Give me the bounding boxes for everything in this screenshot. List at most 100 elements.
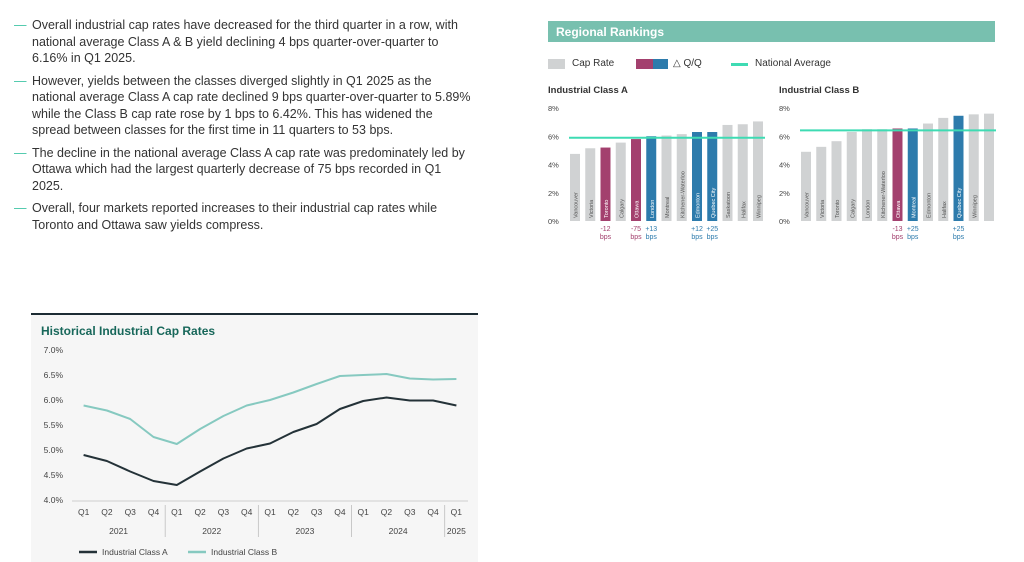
y-tick-label: 5.0%: [44, 445, 64, 455]
regional-rankings-header: Regional Rankings: [548, 21, 995, 42]
ranking-bar: [631, 139, 641, 221]
historical-line-chart: 4.0% 4.5% 5.0% 5.5% 6.0% 6.5% 7.0% Q1 Q2 Q3 Q4 Q1 Q2…: [44, 345, 468, 557]
x-tick-label: Q2: [381, 507, 393, 517]
bullet-dash: —: [14, 18, 27, 32]
qq-change-unit: bps: [953, 234, 965, 241]
bullet-item: — The decline in the national average Cl…: [14, 145, 474, 195]
y-tick-label: 8%: [779, 104, 790, 113]
qq-change-value: -12: [600, 226, 610, 233]
qq-change-value: +13: [645, 226, 657, 233]
ranking-bar: [923, 123, 933, 221]
bar-category-label: Halifax: [741, 201, 747, 218]
ranking-bar: [801, 151, 811, 221]
qq-increase-swatch: [653, 59, 668, 69]
y-tick-label: 6.0%: [44, 395, 64, 405]
ranking-bar: [831, 141, 842, 221]
qq-change-unit: bps: [691, 234, 703, 241]
y-tick-label: 4%: [779, 161, 790, 170]
year-label: 2021: [109, 526, 128, 536]
qq-decrease-swatch: [636, 59, 653, 69]
ranking-bar: [615, 142, 626, 221]
bar-category-label: Winnipeg: [972, 195, 978, 218]
qq-change-unit: bps: [646, 234, 658, 241]
qq-change-unit: bps: [907, 234, 919, 241]
commentary-list: — Overall industrial cap rates have decr…: [14, 17, 474, 239]
y-tick-label: 6%: [548, 132, 559, 141]
qq-change-value: -75: [631, 226, 641, 233]
x-tick-label: Q3: [311, 507, 323, 517]
bar-category-label: Montreal: [665, 197, 671, 218]
historical-chart-panel: Historical Industrial Cap Rates 4.0% 4.5%…: [31, 313, 478, 562]
qq-change-value: -13: [892, 226, 902, 233]
x-tick-label: Q4: [148, 507, 160, 517]
cap-rate-swatch: [548, 59, 565, 69]
bar-category-label: Vancouver: [574, 192, 580, 218]
ranking-bar: [737, 124, 748, 221]
bar-category-label: Vancouver: [805, 192, 811, 218]
y-tick-label: 6.5%: [44, 370, 64, 380]
bar-category-label: Calgary: [619, 199, 625, 218]
bar-category-label: Victoria: [589, 199, 595, 218]
x-tick-label: Q3: [125, 507, 137, 517]
class-b-ranking-chart: 0% 2% 4% 6% 8% Vancouver Victoria Toronto Calgar…: [779, 104, 996, 241]
bar-category-label: Saskatoon: [726, 192, 732, 218]
qq-change-unit: bps: [707, 234, 719, 241]
ranking-bar: [707, 132, 718, 221]
y-tick-label: 6%: [779, 132, 790, 141]
bar-category-label: Ottawa: [635, 200, 641, 218]
x-tick-label: Q3: [218, 507, 230, 517]
x-tick-label: Q1: [358, 507, 370, 517]
class-a-legend-label: Industrial Class A: [102, 547, 168, 557]
y-tick-label: 8%: [548, 104, 559, 113]
x-tick-label: Q2: [194, 507, 206, 517]
historical-chart-title: Historical Industrial Cap Rates: [41, 324, 216, 338]
x-tick-label: Q3: [404, 507, 416, 517]
class-a-ranking-chart: 0%2%4%6%8%Vancouver Victoria Toronto-12bps…: [548, 104, 765, 241]
ranking-bar: [907, 128, 918, 221]
national-average-legend-label: National Average: [755, 58, 831, 69]
qq-legend-label: △ Q/Q: [673, 58, 702, 69]
ranking-bar: [877, 129, 888, 221]
bullet-text: Overall, four markets reported increases…: [32, 201, 438, 232]
regional-rankings-title: Regional Rankings: [556, 25, 665, 39]
ranking-bar: [646, 136, 657, 221]
bar-category-label: Quebec City: [711, 187, 717, 218]
x-tick-label: Q1: [451, 507, 463, 517]
ranking-bar: [722, 124, 733, 221]
year-label: 2022: [202, 526, 221, 536]
y-tick-label: 2%: [548, 189, 559, 198]
ranking-bar: [600, 147, 611, 221]
bar-category-label: London: [650, 200, 656, 218]
national-average-swatch: [731, 63, 748, 66]
class-a-line: [83, 396, 457, 486]
ranking-bar: [984, 113, 994, 221]
bar-category-label: Victoria: [820, 199, 826, 218]
bar-category-label: Ottawa: [896, 200, 902, 218]
bar-category-label: Toronto: [604, 200, 610, 218]
bullet-text: The decline in the national average Clas…: [32, 145, 465, 193]
bar-category-label: Quebec City: [957, 187, 963, 218]
x-tick-label: Q4: [427, 507, 439, 517]
year-label: 2025: [447, 526, 466, 536]
qq-change-unit: bps: [630, 234, 642, 241]
bullet-item: — However, yields between the classes di…: [14, 73, 474, 139]
x-tick-label: Q4: [241, 507, 253, 517]
class-b-legend-label: Industrial Class B: [211, 547, 277, 557]
qq-change-value: +25: [953, 226, 965, 233]
qq-change-value: +12: [691, 226, 703, 233]
ranking-bar: [816, 146, 827, 221]
ranking-bar: [846, 132, 857, 221]
bullet-item: — Overall industrial cap rates have decr…: [14, 17, 474, 67]
qq-change-value: +25: [907, 226, 919, 233]
bar-category-label: Edmonton: [696, 193, 702, 218]
qq-change-value: +25: [706, 226, 718, 233]
y-tick-label: 5.5%: [44, 420, 64, 430]
bullet-dash: —: [14, 201, 27, 215]
ranking-bar: [938, 117, 949, 221]
qq-change-unit: bps: [892, 234, 904, 241]
ranking-bar: [676, 134, 687, 221]
x-tick-label: Q2: [288, 507, 300, 517]
y-tick-label: 4.5%: [44, 470, 64, 480]
ranking-bar: [953, 115, 964, 221]
y-tick-label: 2%: [779, 189, 790, 198]
